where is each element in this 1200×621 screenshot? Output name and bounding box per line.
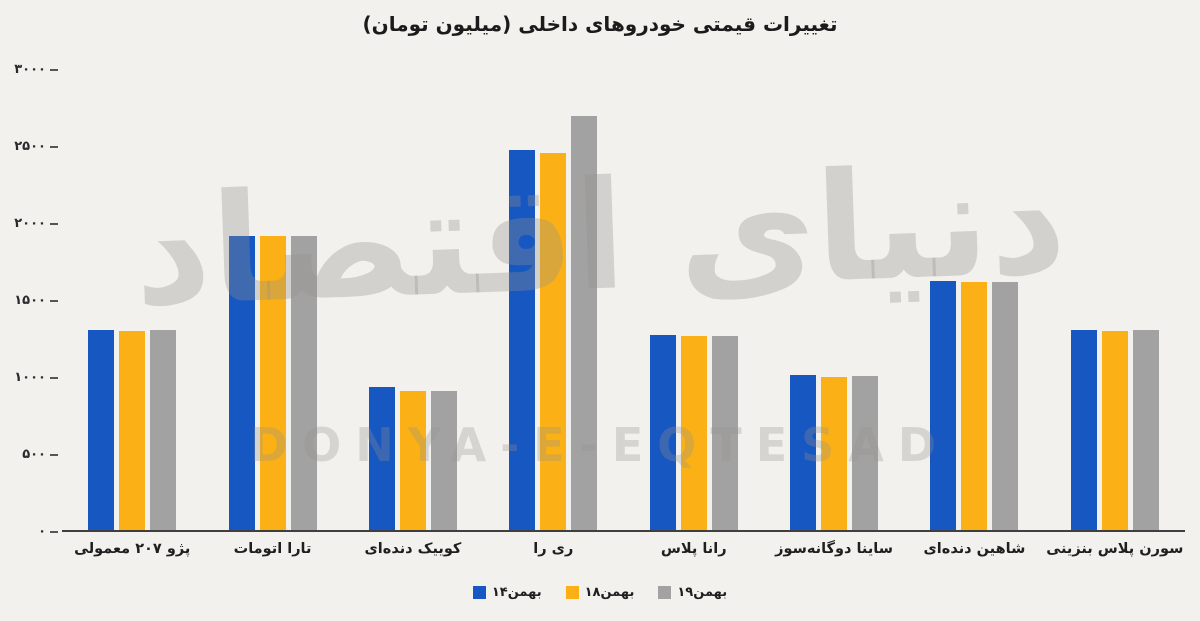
- bar-۱۴بهمن: [930, 280, 957, 530]
- y-tick-mark: [50, 300, 58, 302]
- bar-۱۴بهمن: [368, 387, 395, 530]
- y-tick-label: ۵۰۰: [22, 447, 46, 462]
- y-tick-mark: [50, 223, 58, 225]
- bar-۱۹بهمن: [430, 391, 457, 530]
- legend-item: ۱۸بهمن: [565, 585, 635, 600]
- legend-label: ۱۸بهمن: [584, 585, 635, 600]
- bar-۱۸بهمن: [1101, 330, 1128, 530]
- bar-۱۸بهمن: [540, 152, 567, 530]
- bar-group: [343, 70, 483, 530]
- bar-۱۹بهمن: [150, 329, 177, 530]
- bar-۱۴بهمن: [1070, 329, 1097, 530]
- bar-۱۴بهمن: [228, 235, 255, 530]
- bar-۱۴بهمن: [790, 375, 817, 530]
- plot-area: [62, 70, 1185, 532]
- x-axis-label: رانا پلاس: [660, 541, 727, 557]
- bar-group: [624, 70, 764, 530]
- legend-label: ۱۹بهمن: [677, 585, 728, 600]
- bar-۱۴بهمن: [649, 335, 676, 530]
- bar-۱۸بهمن: [119, 330, 146, 530]
- y-tick-label: ۱۵۰۰: [14, 293, 46, 308]
- chart-title: تغییرات قیمتی خودروهای داخلی (میلیون توم…: [362, 12, 838, 36]
- bar-group: [202, 70, 342, 530]
- x-axis-label: شاهین دنده‌ای: [923, 541, 1026, 557]
- bar-۱۸بهمن: [259, 236, 286, 530]
- y-tick-mark: [50, 377, 58, 379]
- bar-۱۹بهمن: [1132, 329, 1159, 530]
- y-tick-mark: [50, 69, 58, 71]
- bar-۱۹بهمن: [290, 236, 317, 530]
- x-axis-label: ری را: [533, 541, 574, 557]
- y-tick-mark: [50, 531, 58, 533]
- y-tick-label: ۰: [38, 524, 46, 539]
- y-tick-label: ۱۰۰۰: [14, 370, 46, 385]
- y-tick-label: ۲۰۰۰: [14, 216, 46, 231]
- bar-۱۸بهمن: [821, 376, 848, 530]
- legend-label: ۱۴بهمن: [491, 585, 542, 600]
- bar-group: [483, 70, 623, 530]
- y-tick-mark: [50, 146, 58, 148]
- x-axis-label: پژو ۲۰۷ معمولی: [74, 541, 191, 557]
- legend-item: ۱۴بهمن: [472, 585, 542, 600]
- bar-۱۹بهمن: [852, 375, 879, 530]
- bar-group: [62, 70, 202, 530]
- bar-groups: [62, 70, 1185, 530]
- legend-swatch: [658, 586, 672, 599]
- bar-group: [904, 70, 1044, 530]
- bar-۱۹بهمن: [711, 336, 738, 530]
- x-axis-label: سورن پلاس بنزینی: [1046, 541, 1184, 557]
- bar-۱۸بهمن: [680, 336, 707, 530]
- bar-۱۹بهمن: [571, 116, 598, 530]
- x-axis-label: کوییک دنده‌ای: [364, 541, 462, 557]
- y-tick-label: ۲۵۰۰: [14, 139, 46, 154]
- legend-swatch: [472, 586, 486, 599]
- legend-swatch: [565, 586, 579, 599]
- y-tick-mark: [50, 454, 58, 456]
- bar-group: [764, 70, 904, 530]
- legend: ۱۴بهمن ۱۸بهمن ۱۹بهمن: [0, 585, 1200, 600]
- bar-۱۹بهمن: [992, 282, 1019, 530]
- bar-۱۴بهمن: [509, 149, 536, 530]
- legend-item: ۱۹بهمن: [658, 585, 727, 600]
- x-axis-labels: پژو ۲۰۷ معمولی تارا اتومات کوییک دنده‌ای ری…: [62, 541, 1185, 557]
- bar-۱۸بهمن: [399, 391, 426, 530]
- x-axis-label: ساینا دوگانه‌سوز: [775, 541, 893, 557]
- y-tick-label: ۳۰۰۰: [14, 62, 46, 77]
- bar-۱۴بهمن: [88, 329, 115, 530]
- bar-۱۸بهمن: [961, 282, 988, 530]
- bar-group: [1045, 70, 1185, 530]
- y-axis: ۰ ۵۰۰ ۱۰۰۰ ۱۵۰۰ ۲۰۰۰ ۲۵۰۰ ۳۰۰۰: [0, 62, 62, 539]
- x-axis-label: تارا اتومات: [233, 541, 312, 557]
